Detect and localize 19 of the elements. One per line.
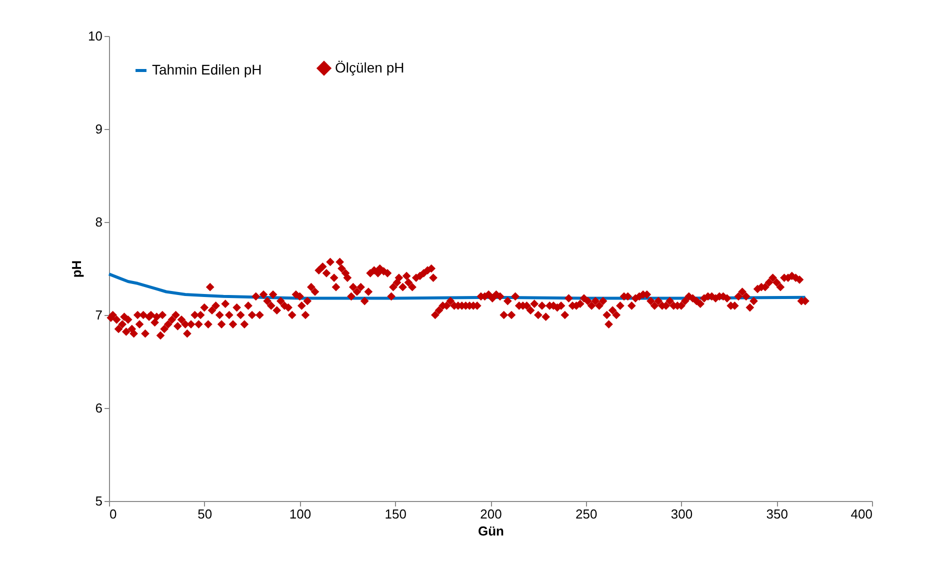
y-tick-label: 10 <box>88 28 102 44</box>
y-tick-label: 8 <box>95 214 102 230</box>
y-tick-label: 9 <box>95 122 102 136</box>
x-tick-label: 50 <box>198 506 212 522</box>
x-tick-label: 300 <box>670 506 693 522</box>
y-axis-title: pH <box>69 260 84 278</box>
x-tick-label: 400 <box>850 506 872 522</box>
x-tick-label: 100 <box>289 506 312 522</box>
x-tick-label: 250 <box>576 506 598 522</box>
y-tick-label: 5 <box>95 494 102 508</box>
x-tick-label: 0 <box>110 506 117 522</box>
legend-label: Ölçülen pH <box>335 59 404 76</box>
y-tick-label: 6 <box>95 400 102 416</box>
x-tick-label: 200 <box>480 506 502 522</box>
x-tick-label: 350 <box>766 506 788 522</box>
legend-label: Tahmin Edilen pH <box>152 62 262 78</box>
x-tick-label: 150 <box>384 506 406 522</box>
x-axis-title: Gün <box>478 524 504 538</box>
y-tick-label: 7 <box>95 308 102 322</box>
